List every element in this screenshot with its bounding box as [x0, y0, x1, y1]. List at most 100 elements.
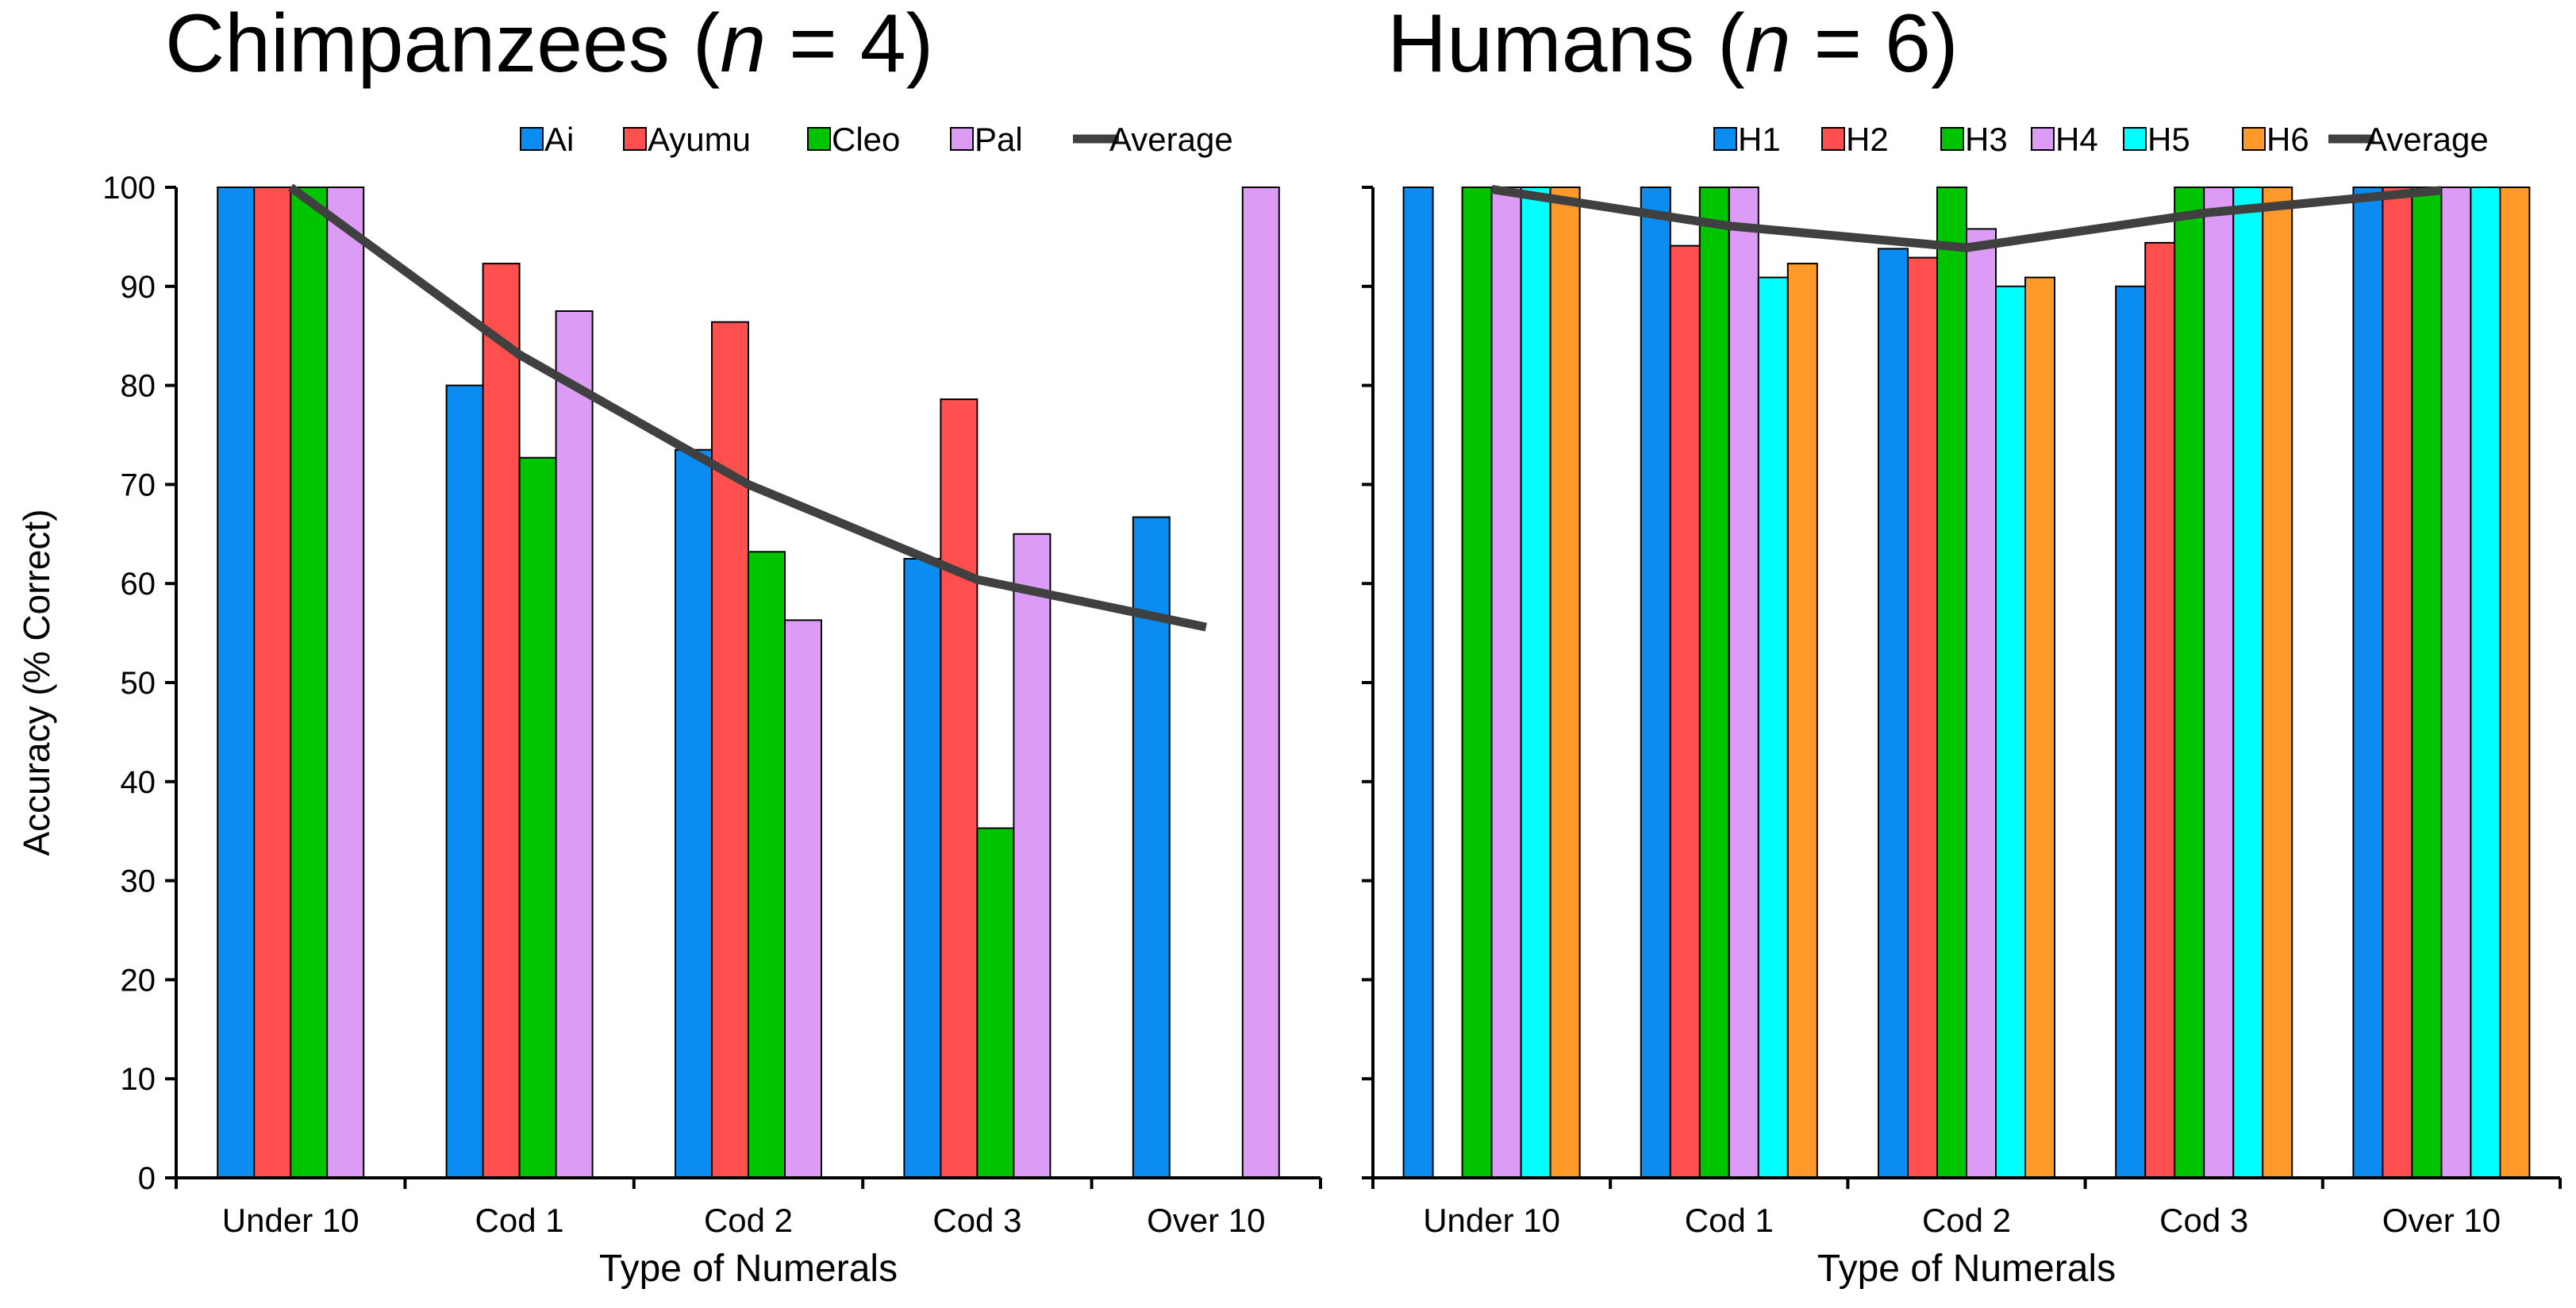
bar-h4-cod-3	[2203, 187, 2235, 1179]
bar-ayumu-cod-3	[940, 398, 978, 1179]
legend: Ai Ayumu Cleo Pal Average	[520, 121, 1233, 158]
bar-cleo-cod-1	[518, 456, 557, 1179]
bar-h2-cod-1	[1669, 244, 1701, 1179]
chart-title: Chimpanzees (n = 4)	[165, 0, 933, 90]
chimpanzee-panel: Chimpanzees (n = 4) 0 10 20 30 40 50 60 70 80 90 10…	[16, 0, 1322, 1290]
x-tick-label: Cod 2	[1922, 1202, 2011, 1239]
bar-h2-over-10	[2382, 187, 2413, 1179]
bar-pal-cod-2	[784, 619, 822, 1179]
legend-label-h5: H5	[2147, 121, 2190, 158]
bar-ai-under-10	[217, 187, 256, 1179]
average-line	[1490, 185, 2442, 252]
y-tick-label: 20	[121, 963, 156, 998]
legend-label-pal: Pal	[975, 121, 1023, 158]
title-italic-n: n	[1745, 0, 1791, 90]
bar-ai-over-10	[1132, 516, 1171, 1179]
bar-h1-cod-1	[1640, 187, 1671, 1179]
y-tick-label: 50	[121, 666, 156, 701]
legend-swatch-cleo	[807, 127, 831, 151]
bar-h1-under-10	[1402, 187, 1434, 1179]
bar-h6-over-10	[2499, 187, 2531, 1179]
bar-pal-cod-3	[1013, 533, 1052, 1179]
bar-ayumu-cod-2	[711, 321, 749, 1179]
bar-h3-over-10	[2411, 187, 2443, 1179]
y-tick-label: 40	[121, 765, 156, 800]
x-tick-label: Cod 1	[475, 1202, 564, 1239]
x-tick-label: Cod 1	[1685, 1202, 1774, 1239]
bar-h2-cod-3	[2144, 241, 2176, 1179]
bar-ai-cod-3	[903, 558, 942, 1179]
x-axis-label: Type of Numerals	[1817, 1248, 2116, 1290]
legend-label-average: Average	[2365, 121, 2489, 158]
bar-ayumu-cod-1	[482, 263, 521, 1179]
legend-swatch-ayumu	[623, 127, 647, 151]
bar-h6-cod-3	[2262, 187, 2293, 1179]
bar-ayumu-under-10	[253, 187, 292, 1179]
bar-h5-over-10	[2470, 187, 2501, 1179]
bar-h3-cod-3	[2174, 187, 2205, 1179]
bar-h6-under-10	[1549, 187, 1581, 1179]
x-tick-label: Cod 3	[932, 1202, 1021, 1239]
bar-pal-cod-1	[555, 310, 594, 1179]
bar-h5-under-10	[1520, 187, 1551, 1179]
legend-label-average: Average	[1109, 121, 1233, 158]
bar-h3-cod-1	[1698, 187, 1730, 1179]
bar-pal-over-10	[1241, 187, 1280, 1179]
bar-h4-cod-1	[1728, 187, 1759, 1179]
chart-title: Humans (n = 6)	[1387, 0, 1959, 90]
y-tick-label: 10	[121, 1062, 156, 1097]
y-tick-label: 90	[121, 270, 156, 305]
title-part: Humans (	[1387, 0, 1745, 90]
y-tick-label: 60	[121, 567, 156, 602]
bar-h5-cod-2	[1995, 285, 2026, 1179]
x-tick-label: Over 10	[1147, 1202, 1265, 1239]
legend-swatch-h5	[2123, 127, 2147, 151]
legend-label-cleo: Cleo	[832, 121, 900, 158]
legend: H1 H2 H3 H4 H5 H6 Average	[1713, 121, 2489, 158]
y-tick-label: 70	[121, 467, 156, 502]
bar-cleo-under-10	[290, 187, 329, 1179]
legend-swatch-h6	[2242, 127, 2266, 151]
y-axis-label: Accuracy (% Correct)	[16, 509, 57, 856]
x-tick-label: Under 10	[1423, 1202, 1560, 1239]
bar-h6-cod-2	[2024, 276, 2055, 1179]
x-axis-label: Type of Numerals	[599, 1248, 898, 1290]
legend-swatch-h4	[2031, 127, 2055, 151]
title-italic-n: n	[720, 0, 766, 90]
bar-cleo-cod-2	[748, 551, 786, 1179]
legend-label-h3: H3	[1965, 121, 2008, 158]
y-tick-label: 80	[121, 369, 156, 404]
bar-h4-under-10	[1490, 187, 1522, 1179]
bar-h4-cod-2	[1966, 228, 1997, 1179]
x-tick-label: Over 10	[2382, 1202, 2501, 1239]
title-part: = 6)	[1791, 0, 1959, 90]
y-tick-label: 100	[102, 171, 156, 206]
human-panel: Humans (n = 6) Under 10 Cod 1 Cod 2 Cod 3 Ove…	[1362, 0, 2562, 1290]
bar-cleo-cod-3	[976, 827, 1015, 1179]
bar-h5-cod-3	[2232, 187, 2264, 1179]
bar-h1-cod-3	[2115, 285, 2147, 1179]
y-tick-label: 30	[121, 864, 156, 899]
bar-h5-cod-1	[1757, 276, 1789, 1179]
bar-h3-under-10	[1461, 187, 1493, 1179]
legend-swatch-h2	[1821, 127, 1845, 151]
y-tick-label: 0	[138, 1161, 156, 1196]
bar-ai-cod-1	[445, 384, 484, 1179]
bar-pal-under-10	[326, 187, 365, 1179]
title-part: = 4)	[766, 0, 933, 90]
legend-swatch-h1	[1713, 127, 1737, 151]
title-part: Chimpanzees (	[165, 0, 721, 90]
bar-h6-cod-1	[1786, 263, 1818, 1179]
legend-label-h1: H1	[1738, 121, 1781, 158]
bar-ai-cod-2	[675, 448, 713, 1179]
x-tick-label: Cod 3	[2159, 1202, 2248, 1239]
bar-h3-cod-2	[1936, 187, 1967, 1179]
legend-label-h6: H6	[2266, 121, 2309, 158]
x-tick-label: Under 10	[222, 1202, 359, 1239]
legend-label-h4: H4	[2055, 121, 2098, 158]
legend-swatch-pal	[950, 127, 974, 151]
bar-h2-cod-2	[1907, 256, 1938, 1179]
legend-swatch-ai	[520, 127, 544, 151]
legend-swatch-h3	[1940, 127, 1964, 151]
